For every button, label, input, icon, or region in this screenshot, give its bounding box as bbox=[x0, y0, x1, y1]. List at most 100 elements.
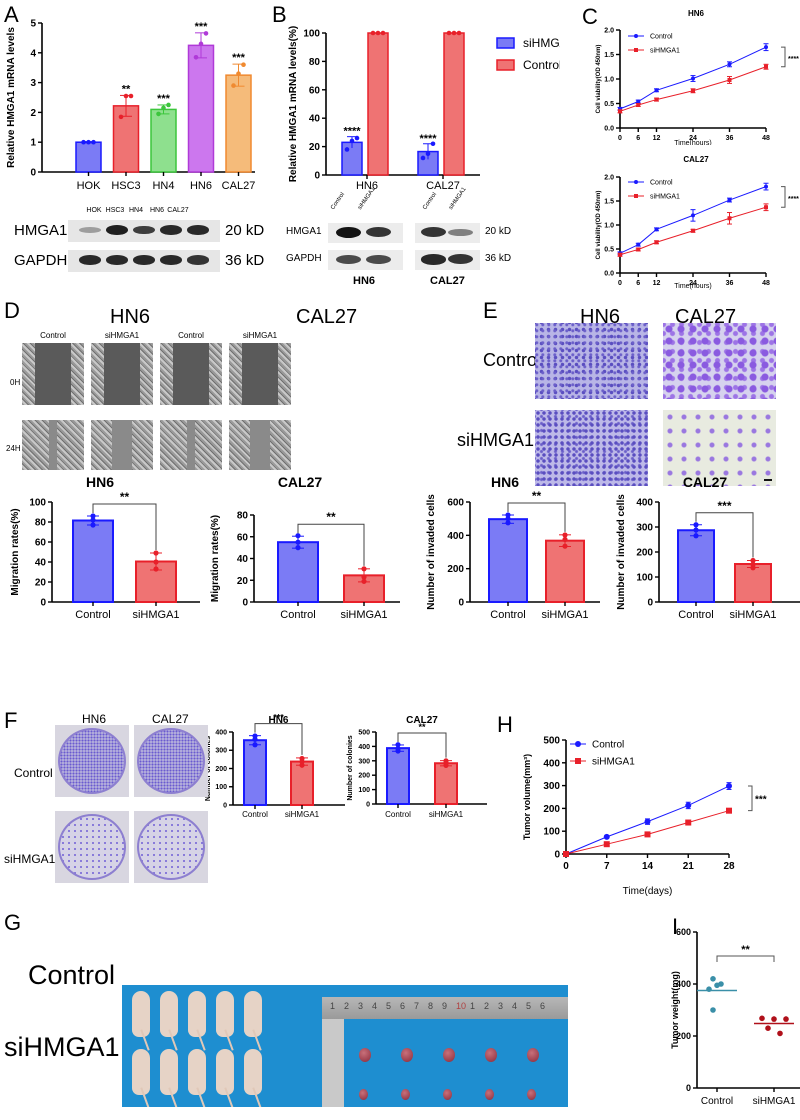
data-point bbox=[710, 976, 716, 982]
significance-label: ** bbox=[418, 722, 426, 732]
legend-label: Control bbox=[650, 33, 673, 40]
data-point bbox=[425, 151, 431, 156]
y-axis-label: Number of colonies bbox=[347, 735, 354, 800]
tumor bbox=[359, 1089, 368, 1100]
y-tick-label: 300 bbox=[358, 758, 370, 765]
ruler-number: 2 bbox=[344, 1001, 350, 1011]
wound-gap bbox=[173, 343, 209, 405]
data-point bbox=[764, 45, 768, 50]
data-point bbox=[90, 522, 96, 528]
data-point bbox=[777, 1030, 783, 1037]
y-tick-label: 0.5 bbox=[604, 246, 614, 253]
x-tick-label: Control bbox=[701, 1096, 733, 1107]
blot-band bbox=[336, 227, 361, 238]
data-point bbox=[644, 831, 651, 838]
significance-bracket bbox=[254, 723, 303, 755]
data-point bbox=[654, 227, 659, 232]
bar-sihmga1 bbox=[434, 762, 458, 805]
ruler-number: 4 bbox=[512, 1001, 518, 1011]
panel-letter-f: F bbox=[4, 708, 18, 733]
wound-gap bbox=[242, 343, 278, 405]
legend-label: siHMGA1 bbox=[523, 36, 560, 50]
mouse bbox=[132, 1049, 150, 1095]
significance-bracket bbox=[297, 523, 365, 566]
data-point bbox=[193, 54, 199, 60]
d-column-label: Control bbox=[178, 331, 204, 340]
significance-bracket bbox=[781, 46, 786, 68]
data-point bbox=[128, 93, 134, 99]
blot-group-label: HN6 bbox=[353, 275, 376, 287]
x-tick-label: Control bbox=[678, 609, 713, 620]
data-point bbox=[90, 517, 96, 523]
legend-label: Control bbox=[592, 740, 624, 751]
x-tick-label: 48 bbox=[762, 280, 770, 287]
y-tick-label: 100 bbox=[358, 787, 370, 794]
bar-sihmga1 bbox=[290, 760, 314, 806]
data-point bbox=[618, 252, 622, 257]
lane-label: HOK bbox=[86, 207, 102, 214]
d-column-label: siHMGA1 bbox=[104, 331, 140, 340]
x-tick-label: CAL27 bbox=[222, 180, 256, 190]
y-tick-label: 2.0 bbox=[604, 27, 614, 34]
tumor bbox=[485, 1048, 497, 1062]
data-point bbox=[295, 539, 301, 545]
significance-bracket bbox=[397, 732, 447, 758]
chart-d-cal27-migration: 0 20 40 60 80 Migration rates(%) Control siHMGA… bbox=[210, 510, 400, 620]
significance-bracket bbox=[507, 502, 566, 532]
e-row-control: Control bbox=[483, 350, 542, 370]
y-tick-label: 100 bbox=[543, 827, 560, 838]
mouse bbox=[216, 991, 234, 1037]
data-point bbox=[603, 833, 610, 840]
y-tick-label: 3 bbox=[30, 78, 36, 89]
y-tick-label: 0 bbox=[40, 598, 46, 609]
x-tick-label: HSC3 bbox=[111, 180, 140, 190]
y-tick-label: 2.0 bbox=[604, 174, 614, 181]
data-point bbox=[344, 147, 350, 152]
lane-label: HSC3 bbox=[105, 207, 125, 214]
x-tick-label: 24 bbox=[689, 280, 697, 287]
data-point bbox=[764, 64, 768, 69]
data-point bbox=[726, 783, 732, 790]
data-point bbox=[710, 1007, 716, 1013]
data-point bbox=[505, 516, 511, 522]
blot-band bbox=[79, 255, 101, 265]
y-tick-label: 0 bbox=[366, 801, 370, 808]
y-tick-label: 1 bbox=[30, 138, 36, 149]
data-point bbox=[693, 522, 699, 528]
blot-strip-hn6 bbox=[328, 250, 403, 270]
data-point bbox=[636, 242, 641, 247]
data-point bbox=[759, 1015, 765, 1022]
legend-marker bbox=[575, 758, 581, 764]
data-point bbox=[636, 102, 641, 107]
y-tick-label: 200 bbox=[447, 564, 464, 575]
ruler-number: 6 bbox=[400, 1001, 406, 1011]
x-tick-label: siHMGA1 bbox=[541, 609, 588, 620]
significance-label: ** bbox=[741, 944, 750, 956]
mouse bbox=[216, 1049, 234, 1095]
ruler: 1 2 3 4 5 6 7 8 9 10 1 2 3 4 5 6 bbox=[322, 997, 568, 1019]
x-axis-label: Time(hours) bbox=[674, 140, 711, 145]
data-point bbox=[636, 247, 641, 252]
data-point bbox=[451, 30, 457, 36]
chart-title: CAL27 bbox=[683, 155, 709, 164]
legend-swatch-control bbox=[496, 59, 515, 71]
y-tick-label: 200 bbox=[358, 773, 370, 780]
y-tick-label: 400 bbox=[676, 979, 691, 989]
data-point bbox=[691, 228, 695, 233]
blot-row-label: HMGA1 bbox=[286, 226, 322, 237]
significance-bracket bbox=[781, 186, 786, 208]
blot-band bbox=[106, 225, 128, 235]
significance-label: ** bbox=[120, 490, 130, 504]
d-column-label: siHMGA1 bbox=[242, 331, 278, 340]
y-tick-label: 0 bbox=[242, 598, 248, 609]
data-point bbox=[198, 41, 204, 47]
y-tick-label: 20 bbox=[237, 576, 249, 587]
significance-label: *** bbox=[717, 499, 731, 513]
data-point bbox=[395, 745, 401, 752]
bar-control bbox=[677, 529, 715, 603]
legend-label: siHMGA1 bbox=[650, 47, 680, 54]
y-tick-label: 600 bbox=[676, 927, 691, 937]
wound-gap bbox=[187, 420, 195, 470]
chart-c-cal27-viability: CAL27 0.0 0.5 1.0 1.5 2.0 Cell viability(OD 45… bbox=[596, 155, 799, 290]
transwell-hn6-control bbox=[535, 323, 648, 399]
